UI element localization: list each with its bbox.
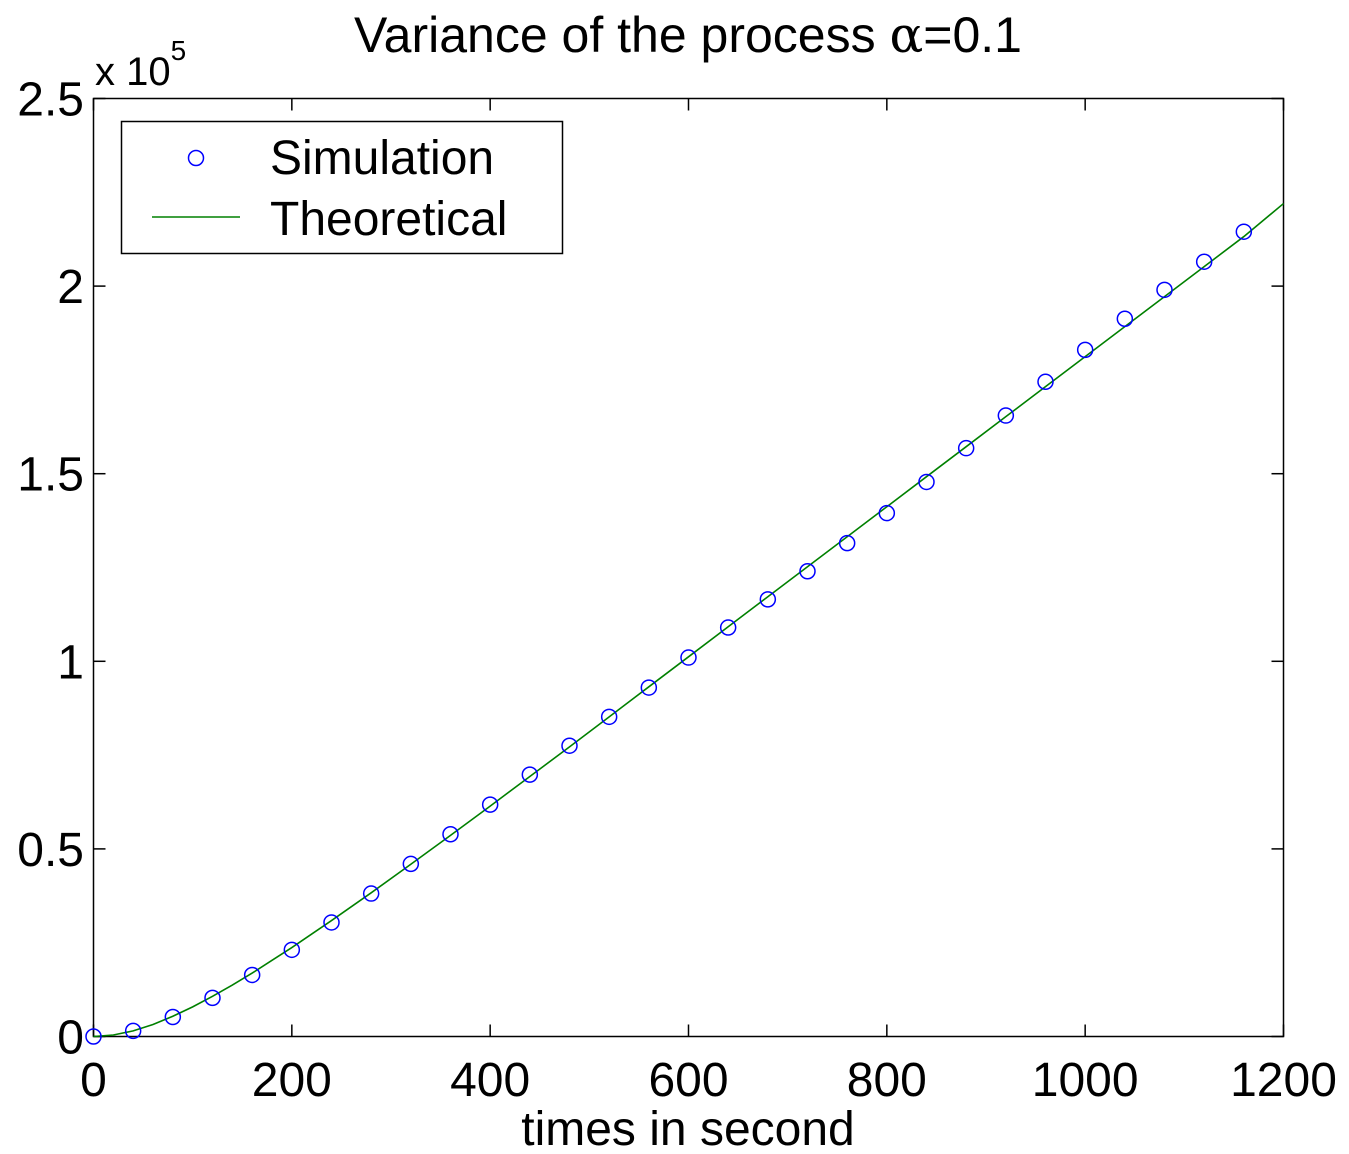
- legend: Simulation Theoretical: [120, 120, 564, 255]
- x-tick-label: 200: [252, 1054, 332, 1107]
- simulation-point: [561, 737, 578, 754]
- legend-theoretical-label: Theoretical: [270, 193, 507, 246]
- simulation-point: [1195, 253, 1213, 270]
- simulation-point: [600, 708, 618, 726]
- x-tick-label: 800: [847, 1054, 927, 1107]
- y-tick-label: 1.5: [17, 449, 84, 502]
- simulation-point: [481, 796, 499, 813]
- legend-simulation-marker: [187, 149, 205, 167]
- chart-title-suffix: =0.1: [923, 7, 1022, 63]
- simulation-point: [323, 914, 340, 931]
- simulation-point: [204, 989, 221, 1007]
- simulation-point: [85, 1028, 102, 1045]
- simulation-point: [521, 766, 539, 783]
- simulation-point: [362, 885, 380, 902]
- simulation-point: [640, 679, 658, 696]
- simulation-point: [719, 619, 737, 636]
- y-multiplier-exponent: 5: [171, 35, 187, 66]
- chart-title: Variance of the process α=0.1: [354, 6, 1022, 64]
- simulation-point: [799, 563, 816, 580]
- simulation-point: [243, 966, 261, 984]
- simulation-point: [878, 504, 896, 522]
- simulation-point: [1156, 281, 1173, 299]
- simulation-point: [997, 407, 1015, 424]
- x-tick-label: 1200: [1230, 1054, 1337, 1107]
- chart-title-text: Variance of the process: [354, 7, 889, 63]
- x-tick-label: 400: [450, 1054, 530, 1107]
- simulation-point: [442, 826, 459, 843]
- simulation-point: [918, 473, 935, 491]
- y-multiplier: x 105: [95, 35, 186, 94]
- y-tick-label: 0.5: [17, 824, 84, 877]
- x-axis-label: times in second: [521, 1103, 855, 1154]
- simulation-point: [124, 1022, 142, 1040]
- simulation-point: [838, 534, 856, 552]
- x-tick-labels: 0 200 400 600 800 1000 1200: [80, 1054, 1337, 1107]
- simulation-point: [680, 649, 697, 666]
- y-multiplier-prefix: x 10: [95, 50, 171, 94]
- y-tick-label: 0: [57, 1012, 84, 1065]
- simulation-point: [283, 941, 301, 959]
- x-tick-label: 0: [80, 1054, 107, 1107]
- simulation-point: [402, 855, 420, 873]
- simulation-point: [1235, 223, 1253, 240]
- simulation-point: [1116, 310, 1134, 327]
- simulation-point: [759, 591, 777, 608]
- x-tick-label: 600: [648, 1054, 728, 1107]
- axis-ticks: [92, 97, 1285, 1038]
- y-tick-label: 2.5: [17, 74, 84, 127]
- simulation-point: [1076, 341, 1094, 359]
- chart-title-symbol: α: [890, 6, 924, 64]
- series-line-theoretical: [93, 202, 1285, 1038]
- simulation-point: [957, 439, 975, 457]
- x-tick-label: 1000: [1032, 1054, 1139, 1107]
- y-tick-label: 2: [57, 261, 84, 314]
- simulation-point: [1037, 373, 1054, 391]
- y-tick-label: 1: [57, 636, 84, 689]
- y-tick-labels: 0 0.5 1 1.5 2 2.5: [17, 74, 84, 1065]
- series-markers: [85, 223, 1253, 1045]
- series-lines: [93, 202, 1285, 1038]
- legend-box: [120, 120, 564, 255]
- legend-simulation-label: Simulation: [270, 132, 494, 185]
- simulation-point: [164, 1008, 182, 1026]
